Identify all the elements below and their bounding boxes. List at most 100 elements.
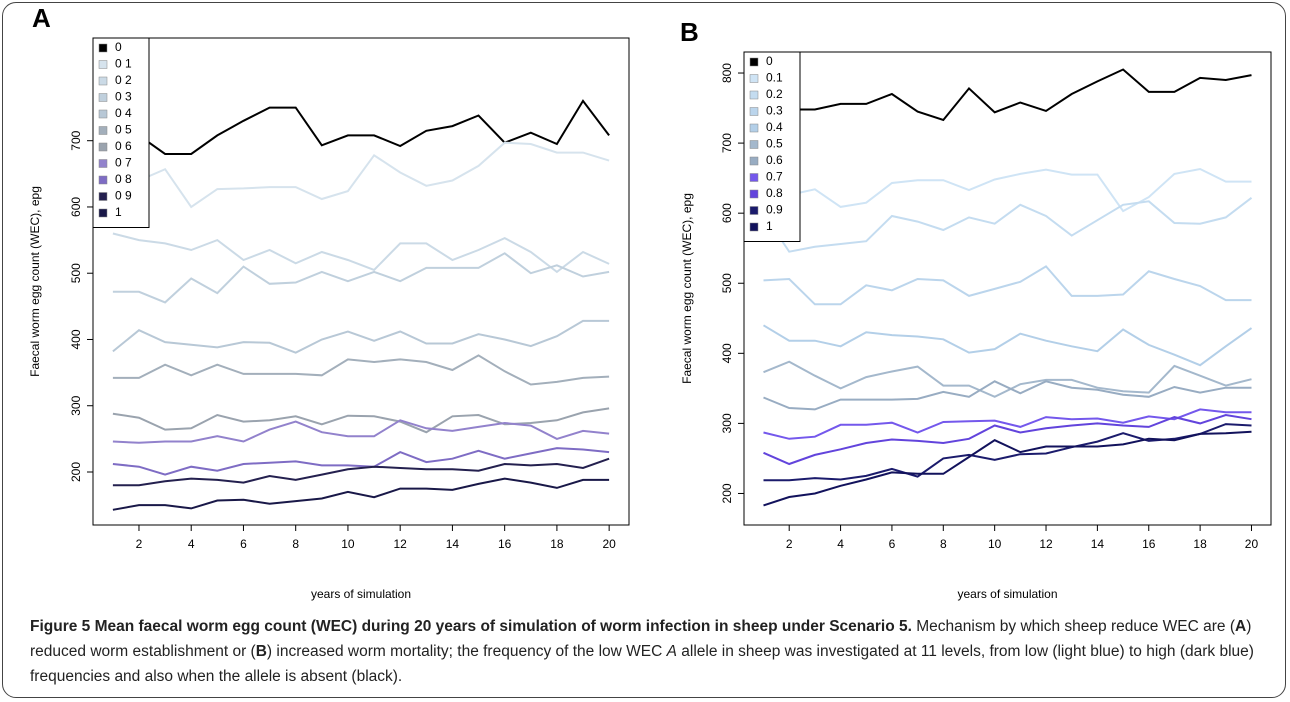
- y-axis-label: Faecal worm egg count (WEC), epg: [28, 186, 42, 377]
- caption: Figure 5 Mean faecal worm egg count (WEC…: [30, 614, 1265, 689]
- legend-label: 0 2: [115, 73, 132, 87]
- x-tick-label: 10: [988, 537, 1002, 551]
- legend-swatch: [98, 208, 108, 218]
- y-tick-label: 200: [69, 462, 83, 482]
- x-tick-label: 14: [1091, 537, 1105, 551]
- series-line: [112, 141, 610, 209]
- legend-swatch: [749, 74, 759, 83]
- series-line: [763, 430, 1252, 507]
- series-line: [763, 360, 1252, 398]
- series-line: [763, 413, 1252, 466]
- legend-swatch: [98, 109, 108, 119]
- x-tick-label: 20: [1245, 537, 1259, 551]
- panel-label: A: [32, 3, 51, 33]
- legend-swatch: [98, 93, 108, 102]
- legend-label: 0 9: [115, 189, 132, 203]
- x-tick-label: 4: [837, 537, 844, 551]
- x-tick-label: 8: [292, 537, 299, 551]
- x-tick-label: 4: [188, 537, 195, 551]
- legend-label: 0 5: [115, 123, 132, 137]
- series-line: [112, 252, 610, 304]
- y-tick-label: 700: [720, 133, 734, 153]
- plot-frame: [743, 51, 1272, 526]
- caption-text: allele in sheep was investigated at 11 l…: [30, 643, 1259, 685]
- legend-label: 0 1: [115, 57, 132, 71]
- x-tick-label: 6: [889, 537, 896, 551]
- caption-text: Mechanism by which sheep reduce WEC are …: [911, 618, 1235, 635]
- legend-label: 0: [115, 40, 122, 54]
- x-tick-label: 6: [240, 537, 247, 551]
- legend-swatch: [749, 222, 759, 232]
- legend-swatch: [98, 192, 108, 201]
- x-tick-label: 2: [786, 537, 793, 551]
- series-line: [112, 457, 610, 487]
- y-tick-label: 300: [69, 395, 83, 415]
- legend-swatch: [749, 123, 759, 133]
- y-tick-label: 600: [720, 203, 734, 223]
- series-line: [763, 167, 1252, 213]
- caption-text: Figure 5 Mean faecal worm egg count (WEC…: [30, 618, 912, 635]
- legend-label: 0.1: [766, 71, 783, 85]
- series-line: [112, 407, 610, 434]
- y-tick-label: 800: [720, 63, 734, 83]
- series-line: [763, 380, 1252, 411]
- legend-label: 0 3: [115, 90, 132, 104]
- series-line: [762, 324, 1253, 367]
- series-line: [112, 319, 610, 354]
- legend-label: 0 4: [115, 106, 132, 120]
- series-line: [763, 265, 1252, 306]
- legend-swatch: [98, 60, 108, 69]
- legend-label: 0 8: [115, 172, 132, 186]
- y-axis-label: Faecal worm egg count (WEC), epg: [680, 193, 694, 384]
- legend-swatch: [98, 76, 108, 86]
- series-line: [762, 197, 1253, 253]
- x-tick-label: 16: [498, 537, 512, 551]
- x-tick-label: 8: [940, 537, 947, 551]
- plot-frame: [92, 37, 630, 526]
- caption-text: ) reduced worm establishment or (: [30, 618, 1256, 660]
- series-line: [112, 419, 610, 444]
- legend-swatch: [98, 142, 108, 152]
- y-tick-label: 500: [720, 273, 734, 293]
- legend-label: 0.6: [766, 153, 783, 167]
- legend-label: 0.2: [766, 87, 783, 101]
- x-axis-label: years of simulation: [311, 587, 411, 601]
- legend-swatch: [749, 189, 759, 199]
- series-line: [763, 423, 1252, 482]
- legend-swatch: [98, 43, 108, 53]
- legend-swatch: [749, 173, 759, 182]
- x-tick-label: 20: [602, 537, 616, 551]
- legend-swatch: [98, 175, 108, 185]
- legend-swatch: [749, 206, 759, 215]
- legend-label: 0.7: [766, 170, 783, 184]
- legend-swatch: [749, 107, 759, 116]
- legend-swatch: [749, 90, 759, 100]
- series-line: [112, 232, 610, 274]
- legend-swatch: [749, 140, 759, 149]
- x-tick-label: 2: [136, 537, 143, 551]
- series-line: [112, 477, 610, 511]
- y-tick-label: 700: [69, 130, 83, 150]
- x-tick-label: 18: [550, 537, 564, 551]
- legend-label: 0 7: [115, 156, 132, 170]
- legend-swatch: [98, 159, 108, 168]
- x-tick-label: 18: [1193, 537, 1207, 551]
- legend-label: 0.5: [766, 137, 783, 151]
- y-tick-label: 400: [720, 343, 734, 363]
- legend-label: 0.3: [766, 104, 783, 118]
- x-tick-label: 16: [1142, 537, 1156, 551]
- series-line: [763, 408, 1252, 440]
- panel-label: B: [680, 17, 699, 47]
- legend-label: 0.9: [766, 203, 783, 217]
- y-tick-label: 300: [720, 413, 734, 433]
- series-line: [112, 99, 610, 155]
- legend-label: 0: [766, 54, 773, 68]
- y-tick-label: 200: [720, 483, 734, 503]
- caption-text: A: [1235, 618, 1247, 635]
- series-line: [763, 68, 1252, 122]
- legend-label: 0 6: [115, 139, 132, 153]
- x-axis-label: years of simulation: [957, 587, 1057, 601]
- series-line: [112, 354, 610, 386]
